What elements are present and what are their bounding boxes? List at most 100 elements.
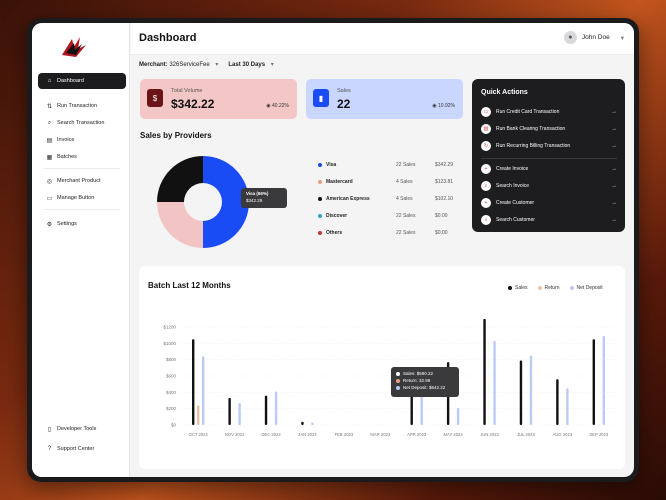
sidebar-item-settings[interactable]: ⚙ Settings: [38, 216, 126, 232]
sidebar-item-dashboard[interactable]: ⌂ Dashboard: [38, 73, 126, 89]
x-tick-label: APR 2023: [407, 432, 427, 437]
legend-label: Return: [544, 285, 560, 291]
provider-color-dot: [318, 197, 322, 201]
sidebar-item-label: Batches: [57, 154, 77, 160]
donut-slice-american-express[interactable]: [157, 156, 203, 202]
tooltip-sales: Sales: $590.22: [396, 370, 454, 377]
provider-count: 4 Sales: [396, 196, 413, 202]
user-search-icon: ⌕: [481, 215, 491, 225]
gear-icon: ⚙: [46, 221, 53, 228]
qa-create-invoice[interactable]: + Create Invoice →: [481, 163, 617, 175]
sidebar-item-batches[interactable]: ▦ Batches: [38, 149, 126, 165]
sidebar-item-merchant-product[interactable]: ◎ Merchant Product: [38, 173, 126, 189]
qa-run-bank-clearing[interactable]: ▥ Run Bank Clearing Transaction →: [481, 123, 617, 135]
arrow-right-icon: →: [611, 126, 617, 132]
date-range-select[interactable]: Last 30 Days ▾: [228, 61, 273, 68]
qa-label: Create Invoice: [496, 166, 529, 172]
sidebar-item-support-center[interactable]: ? Support Center: [38, 441, 126, 457]
sidebar-item-developer-tools[interactable]: ▯ Developer Tools: [38, 421, 126, 437]
sidebar-item-manage-button[interactable]: ▭ Manage Button: [38, 190, 126, 206]
provider-count: 22 Sales: [396, 162, 416, 168]
sidebar-item-run-transaction[interactable]: ⇅ Run Transaction: [38, 98, 126, 114]
arrow-right-icon: →: [611, 166, 617, 172]
bar-net-deposit[interactable]: [456, 407, 460, 425]
filters-bar: Merchant: 326ServiceFee ▾ Last 30 Days ▾: [139, 61, 274, 68]
qa-search-invoice[interactable]: ⌕ Search Invoice →: [481, 180, 617, 192]
x-tick-label: MAY 2023: [444, 432, 464, 437]
tooltip-return: Return: 32.99: [396, 377, 454, 384]
merchant-select[interactable]: Merchant: 326ServiceFee ▾: [139, 61, 218, 68]
legend-sales: Sales: [508, 285, 528, 291]
x-tick-label: JUL 2023: [517, 432, 535, 437]
sidebar-item-label: Developer Tools: [57, 426, 97, 432]
bar-net-deposit[interactable]: [311, 422, 314, 425]
sidebar-item-invoice[interactable]: ▤ Invoice: [38, 132, 126, 148]
donut-slice-mastercard[interactable]: [157, 202, 203, 248]
donut-slice-visa[interactable]: [203, 156, 249, 248]
x-tick-label: FEB 2023: [335, 432, 354, 437]
brand-logo: [62, 37, 86, 57]
total-volume-card: $ Total Volume $342.22 ◉ 40.22%: [140, 79, 297, 119]
sales-value: 22: [337, 97, 351, 111]
bar-sales[interactable]: [483, 319, 486, 425]
bar-sales[interactable]: [556, 379, 559, 425]
x-tick-label: NOV 2022: [225, 432, 245, 437]
total-volume-value: $342.22: [171, 97, 215, 111]
bar-net-deposit[interactable]: [566, 388, 569, 425]
quick-actions-panel: Quick Actions ▭ Run Credit Card Transact…: [472, 79, 625, 232]
sidebar-item-label: Settings: [57, 221, 77, 227]
bar-net-deposit[interactable]: [493, 340, 496, 425]
providers-title: Sales by Providers: [140, 131, 212, 140]
total-volume-label: Total Volume: [171, 88, 203, 94]
bar-net-deposit[interactable]: [238, 402, 241, 425]
sidebar-item-label: Merchant Product: [57, 178, 101, 184]
legend-return: Return: [537, 285, 560, 291]
chevron-down-icon: ▾: [620, 34, 624, 42]
qa-run-credit-card[interactable]: ▭ Run Credit Card Transaction →: [481, 106, 617, 118]
providers-donut-chart: [157, 156, 249, 248]
donut-tooltip: Visa (66%) $342.29: [241, 188, 287, 208]
arrow-right-icon: →: [611, 143, 617, 149]
bar-net-deposit[interactable]: [602, 335, 605, 425]
qa-search-customer[interactable]: ⌕ Search Customer →: [481, 214, 617, 226]
date-range-value: Last 30 Days: [228, 62, 266, 68]
bar-sales[interactable]: [264, 395, 268, 425]
x-tick-label: MAR 2023: [370, 432, 390, 437]
sidebar-divider: [44, 168, 120, 169]
arrow-right-icon: →: [611, 217, 617, 223]
provider-count: 22 Sales: [396, 230, 416, 236]
y-tick-label: $0: [171, 423, 177, 428]
bar-sales[interactable]: [592, 339, 595, 425]
bar-sales[interactable]: [519, 360, 523, 425]
app-screen: ⌂ Dashboard ⇅ Run Transaction ⌕ Search T…: [32, 23, 634, 477]
provider-amount: $102.10: [435, 196, 454, 202]
recurring-icon: ↻: [481, 141, 491, 151]
sidebar-divider: [44, 209, 120, 210]
sidebar-item-label: Search Transaction: [57, 120, 105, 126]
bar-net-deposit[interactable]: [529, 355, 533, 425]
qa-run-recurring[interactable]: ↻ Run Recurring Billing Transaction →: [481, 140, 617, 152]
bar-net-deposit[interactable]: [202, 356, 205, 425]
provider-count: 22 Sales: [396, 213, 416, 219]
bar-net-deposit[interactable]: [274, 391, 278, 425]
button-icon: ▭: [46, 195, 53, 202]
home-icon: ⌂: [47, 78, 52, 84]
sidebar-item-search-transaction[interactable]: ⌕ Search Transaction: [38, 115, 126, 131]
y-tick-label: $600: [166, 374, 177, 379]
y-tick-label: $400: [166, 390, 177, 395]
provider-row: American Express 4 Sales $102.10: [318, 194, 460, 204]
user-name: John Doe: [581, 34, 610, 41]
user-menu[interactable]: ● John Doe ▾: [563, 31, 624, 44]
qa-create-customer[interactable]: + Create Customer →: [481, 197, 617, 209]
provider-row: Visa 22 Sales $342.29: [318, 160, 460, 170]
bar-sales[interactable]: [301, 421, 304, 425]
bar-sales[interactable]: [228, 398, 231, 425]
bar-return[interactable]: [197, 405, 200, 425]
bar-sales[interactable]: [192, 339, 195, 425]
bar-chart-icon: ▮: [313, 89, 329, 107]
sidebar-item-label: Support Center: [57, 446, 95, 452]
delta-text: 10.92%: [438, 103, 455, 109]
y-tick-label: $1200: [163, 325, 176, 330]
invoice-icon: +: [481, 164, 491, 174]
provider-amount: $123.81: [435, 179, 454, 185]
